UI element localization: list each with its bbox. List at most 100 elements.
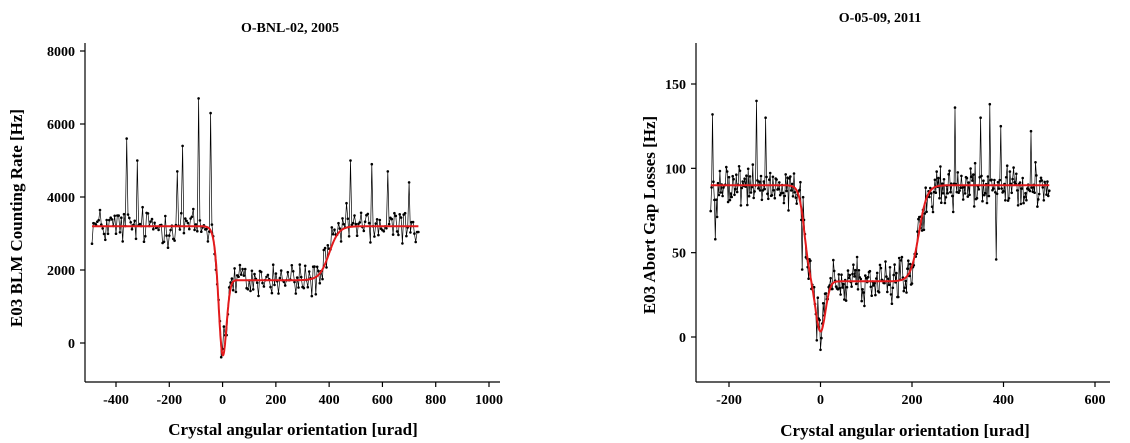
data-point: [958, 189, 961, 192]
data-point: [322, 248, 326, 252]
data-point: [219, 355, 223, 359]
data-point: [757, 180, 761, 183]
data-point: [752, 196, 755, 200]
data-point: [904, 279, 907, 283]
data-point: [738, 169, 742, 173]
data-point: [861, 288, 864, 291]
data-point: [314, 293, 318, 296]
data-point: [1029, 129, 1033, 133]
data-point: [771, 175, 775, 179]
chart-title: O-BNL-02, 2005: [241, 21, 339, 36]
data-point: [712, 180, 715, 183]
data-point: [367, 221, 371, 225]
data-point: [743, 177, 746, 180]
data-point: [962, 185, 966, 189]
data-point: [317, 269, 320, 273]
data-point: [262, 285, 266, 288]
data-point: [981, 199, 984, 203]
plot-area: -200 0 200 400 600 0 50 100 150: [665, 78, 1106, 408]
data-point: [837, 273, 841, 276]
y-tick-label: 8000: [47, 45, 75, 60]
data-point: [759, 174, 763, 178]
data-point: [910, 282, 914, 285]
chart-panel-right: O-05-09, 2011 Crystal angular orientatio…: [640, 11, 1110, 440]
data-point: [975, 196, 979, 200]
data-point: [979, 116, 982, 119]
data-point: [1043, 180, 1046, 184]
data-point: [149, 220, 152, 223]
data-point: [186, 221, 190, 225]
data-point: [130, 227, 134, 231]
data-point: [807, 277, 810, 281]
data-point: [121, 240, 124, 243]
x-tick-label: 1000: [475, 393, 503, 408]
data-point: [1034, 161, 1037, 164]
data-point: [315, 265, 319, 269]
y-tick-label: 0: [679, 331, 686, 346]
data-point: [299, 275, 303, 279]
data-point: [940, 182, 944, 185]
y-tick-label: 2000: [47, 264, 75, 279]
data-point: [868, 269, 872, 273]
data-point: [233, 267, 236, 270]
data-point: [980, 174, 983, 178]
data-point: [238, 263, 242, 267]
data-point: [829, 276, 832, 280]
data-point: [794, 196, 798, 199]
data-point: [362, 229, 366, 233]
data-point: [1041, 186, 1045, 189]
data-point: [968, 193, 971, 197]
data-point: [339, 240, 343, 243]
data-point: [941, 192, 945, 195]
data-point: [996, 180, 1000, 184]
data-point: [318, 281, 322, 285]
data-point: [864, 274, 867, 277]
data-point: [90, 242, 94, 245]
data-point: [271, 263, 275, 267]
data-point: [854, 282, 858, 286]
data-point: [391, 233, 395, 236]
data-point: [878, 263, 882, 267]
data-point: [933, 178, 937, 182]
data-point: [338, 227, 342, 230]
data-point: [259, 270, 263, 274]
data-point: [239, 273, 243, 276]
data-point: [939, 165, 942, 168]
data-point: [210, 223, 214, 226]
data-point: [887, 283, 891, 287]
data-point: [261, 281, 264, 285]
data-point: [250, 269, 254, 273]
data-point: [274, 272, 278, 275]
data-point: [749, 191, 753, 194]
data-point: [306, 285, 310, 289]
data-point: [851, 272, 854, 276]
data-point: [994, 258, 998, 261]
data-point: [818, 318, 821, 322]
data-point: [394, 214, 398, 218]
data-point: [294, 292, 298, 295]
data-point: [711, 113, 714, 116]
x-axis-label: Crystal angular orientation [urad]: [780, 421, 1030, 440]
data-point: [815, 339, 819, 342]
data-point: [242, 274, 246, 277]
data-point: [809, 259, 812, 263]
data-point: [129, 221, 132, 224]
data-point: [122, 212, 126, 216]
data-point: [966, 195, 970, 198]
data-point: [791, 195, 795, 198]
data-point: [902, 289, 906, 293]
data-point: [963, 192, 967, 195]
data-point: [978, 175, 981, 179]
data-point: [839, 293, 842, 296]
data-point: [841, 286, 844, 289]
data-point: [883, 281, 886, 285]
data-point: [845, 285, 849, 289]
y-tick-label: 0: [68, 337, 75, 352]
data-point: [411, 220, 415, 224]
data-point: [905, 291, 908, 294]
data-point: [999, 124, 1003, 128]
data-point: [377, 233, 380, 237]
data-point: [748, 175, 752, 178]
data-point: [812, 285, 816, 289]
measured-series-line: [91, 98, 419, 358]
